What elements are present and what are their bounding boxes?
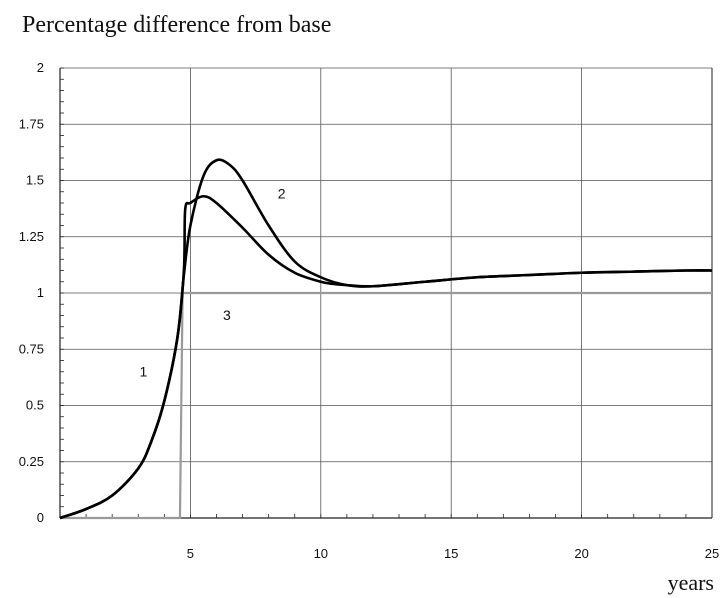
y-tick-label: 0.5 (26, 398, 44, 413)
y-tick-label: 2 (37, 60, 44, 75)
curve-label-2: 2 (278, 186, 286, 202)
y-tick-label: 0.75 (19, 341, 44, 356)
curve-label-1: 1 (140, 363, 148, 379)
y-tick-label: 1.5 (26, 173, 44, 188)
x-tick-label: 5 (187, 546, 194, 561)
chart-title: Percentage difference from base (22, 12, 331, 38)
curve-label-3: 3 (223, 307, 231, 323)
x-tick-label: 15 (444, 546, 458, 561)
y-tick-label: 1.75 (19, 116, 44, 131)
x-axis-label: years (668, 570, 714, 595)
series-line-2 (59, 158, 713, 520)
curve-labels: 1 2 3 (140, 186, 286, 380)
y-tick-label: 1.25 (19, 229, 44, 244)
series-line-3 (60, 291, 712, 520)
series (59, 158, 713, 520)
x-tick-label: 10 (314, 546, 328, 561)
y-tick-label: 1 (37, 285, 44, 300)
series-line-1 (59, 194, 713, 520)
x-tick-label: 20 (574, 546, 588, 561)
x-tick-label: 25 (705, 546, 719, 561)
y-tick-label: 0.25 (19, 454, 44, 469)
grid (60, 67, 712, 518)
y-tick-label: 0 (37, 510, 44, 525)
